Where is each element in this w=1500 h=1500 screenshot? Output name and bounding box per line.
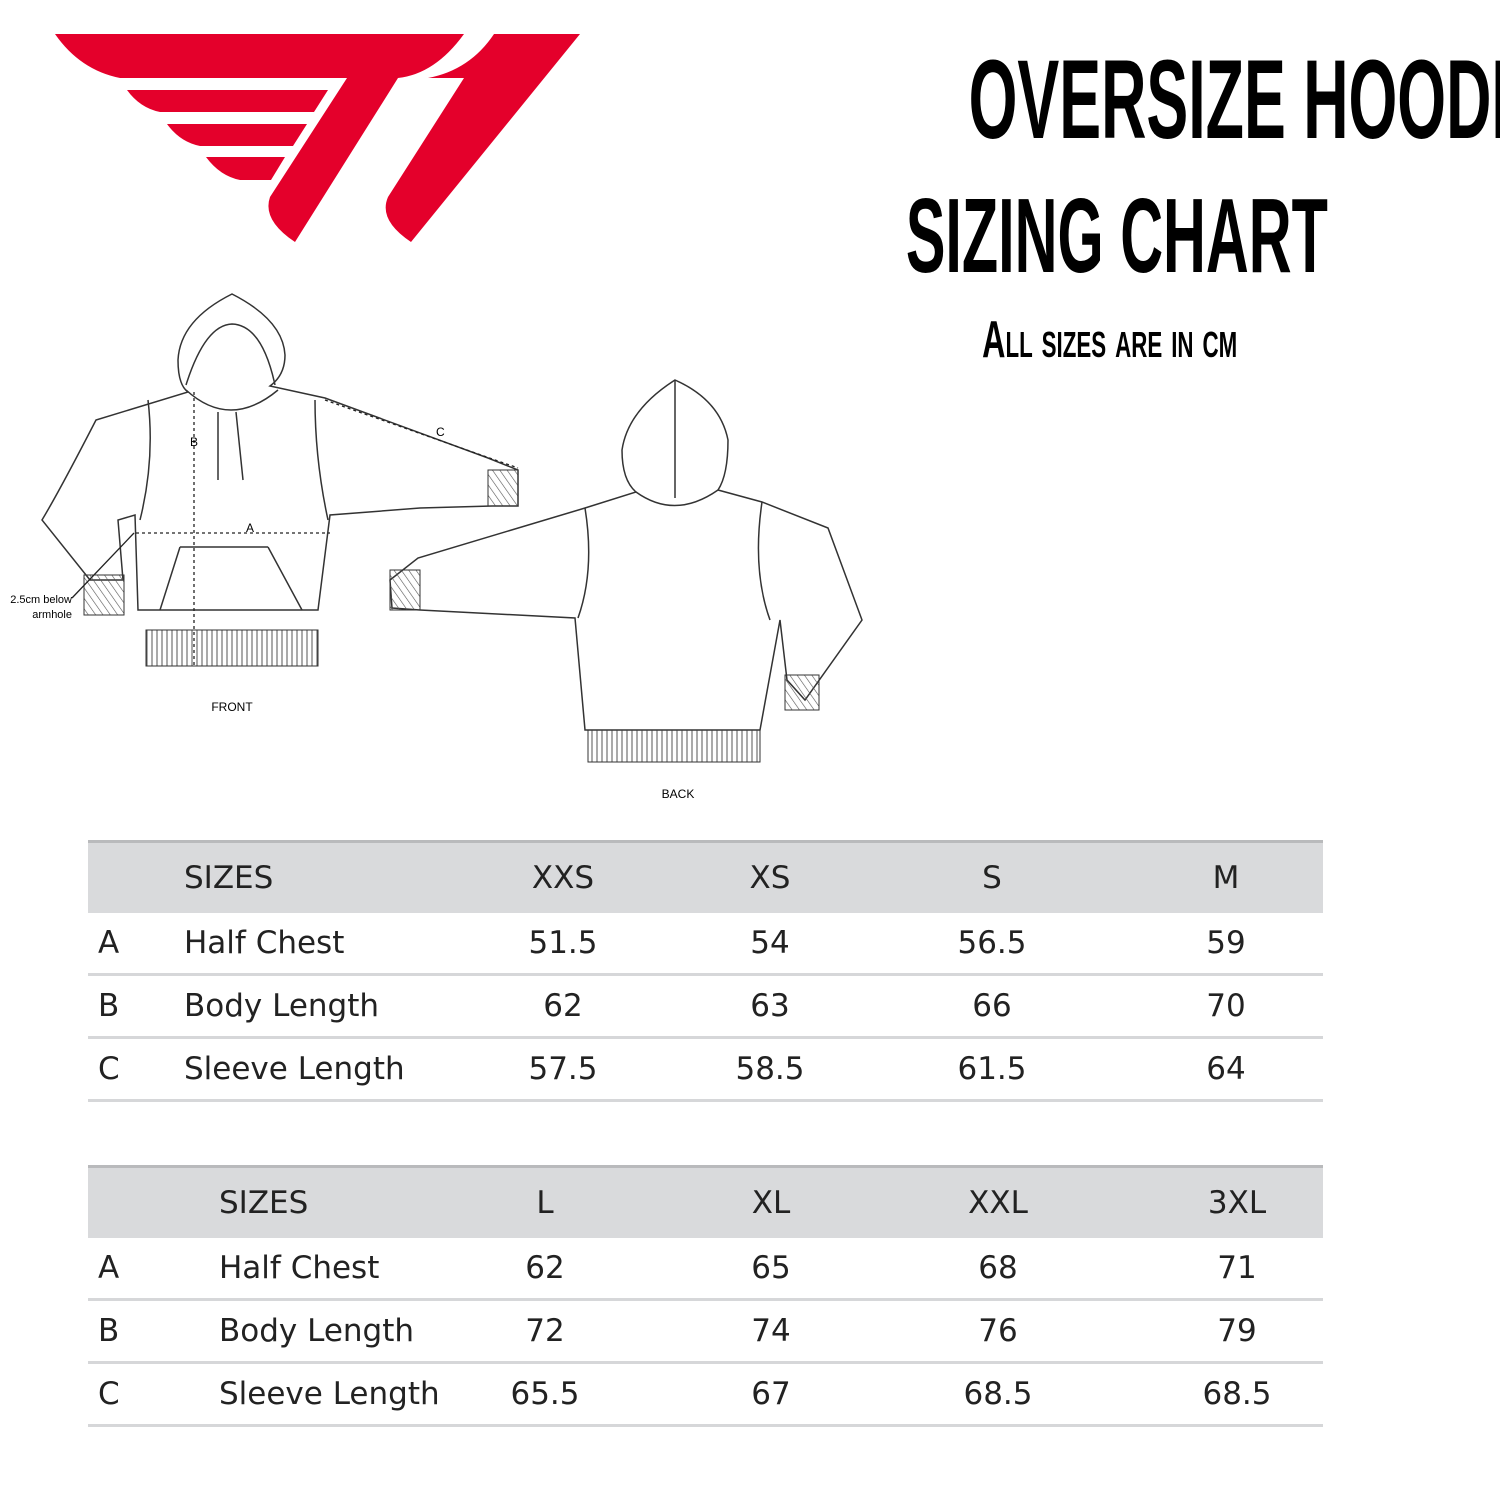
measure-b-label: B	[190, 435, 198, 449]
table-header: SIZES XXS XS S M	[88, 840, 1323, 913]
row-letter: A	[98, 925, 120, 961]
measure-lines	[71, 392, 519, 666]
cell-value: 62	[525, 1250, 565, 1286]
row-letter: B	[98, 1313, 120, 1349]
row-label: Sleeve Length	[219, 1376, 440, 1412]
measure-a-label: A	[246, 521, 254, 535]
front-label: FRONT	[211, 700, 253, 714]
cell-value: 68.5	[1202, 1376, 1272, 1412]
cell-value: 59	[1206, 925, 1246, 961]
size-col-header: XS	[749, 860, 791, 896]
cell-value: 65.5	[510, 1376, 580, 1412]
sizes-header: SIZES	[184, 860, 274, 896]
table-row: A Half Chest 62 65 68 71	[88, 1238, 1323, 1301]
row-letter: B	[98, 988, 120, 1024]
size-col-header: L	[536, 1185, 554, 1221]
cell-value: 67	[751, 1376, 791, 1412]
size-col-header: XL	[751, 1185, 791, 1221]
title-line-1: OVERSIZE HOODIE	[968, 37, 1500, 162]
armhole-note-line2: armhole	[32, 609, 72, 621]
back-label: BACK	[662, 787, 695, 801]
row-letter: C	[98, 1051, 120, 1087]
table-row: B Body Length 72 74 76 79	[88, 1301, 1323, 1364]
table-row: C Sleeve Length 57.5 58.5 61.5 64	[88, 1039, 1323, 1102]
cell-value: 54	[750, 925, 790, 961]
row-label: Half Chest	[184, 925, 345, 961]
cell-value: 68.5	[963, 1376, 1033, 1412]
cell-value: 72	[525, 1313, 565, 1349]
size-col-header: S	[982, 860, 1002, 896]
cell-value: 68	[978, 1250, 1018, 1286]
cell-value: 64	[1206, 1051, 1246, 1087]
cell-value: 51.5	[528, 925, 598, 961]
size-col-header: XXS	[531, 860, 595, 896]
t1-logo	[55, 34, 580, 242]
row-letter: C	[98, 1376, 120, 1412]
cell-value: 74	[751, 1313, 791, 1349]
cell-value: 76	[978, 1313, 1018, 1349]
size-table-1: SIZES XXS XS S M A Half Chest 51.5 54 56…	[88, 840, 1323, 1102]
front-hoodie	[41, 293, 519, 611]
row-label: Body Length	[184, 988, 380, 1024]
units-subtitle: All sizes are in cm	[982, 311, 1238, 369]
cell-value: 62	[543, 988, 583, 1024]
table-row: C Sleeve Length 65.5 67 68.5 68.5	[88, 1364, 1323, 1427]
size-table-2: SIZES L XL XXL 3XL A Half Chest 62 65 68…	[88, 1165, 1323, 1427]
cell-value: 70	[1206, 988, 1246, 1024]
cell-value: 61.5	[957, 1051, 1027, 1087]
back-waistband	[587, 729, 761, 763]
cell-value: 66	[972, 988, 1012, 1024]
size-col-header: M	[1212, 860, 1240, 896]
cell-value: 79	[1217, 1313, 1257, 1349]
size-col-header: XXL	[968, 1185, 1028, 1221]
front-waistband	[145, 629, 319, 667]
cell-value: 63	[750, 988, 790, 1024]
row-label: Body Length	[219, 1313, 415, 1349]
sizes-header: SIZES	[219, 1185, 309, 1221]
row-label: Sleeve Length	[184, 1051, 405, 1087]
size-col-header: 3XL	[1207, 1185, 1267, 1221]
row-letter: A	[98, 1250, 120, 1286]
title-line-2: SIZING CHART	[905, 177, 1328, 295]
table-row: A Half Chest 51.5 54 56.5 59	[88, 913, 1323, 976]
cell-value: 56.5	[957, 925, 1027, 961]
cell-value: 58.5	[735, 1051, 805, 1087]
cell-value: 71	[1217, 1250, 1257, 1286]
measure-c-label: C	[436, 425, 445, 439]
row-label: Half Chest	[219, 1250, 380, 1286]
hoodie-diagram: B A C 2.5cm below armhole FRONT BACK	[10, 293, 863, 801]
cell-value: 57.5	[528, 1051, 598, 1087]
armhole-note-line1: 2.5cm below	[10, 594, 72, 606]
table-row: B Body Length 62 63 66 70	[88, 976, 1323, 1039]
table-header: SIZES L XL XXL 3XL	[88, 1165, 1323, 1238]
cell-value: 65	[751, 1250, 791, 1286]
